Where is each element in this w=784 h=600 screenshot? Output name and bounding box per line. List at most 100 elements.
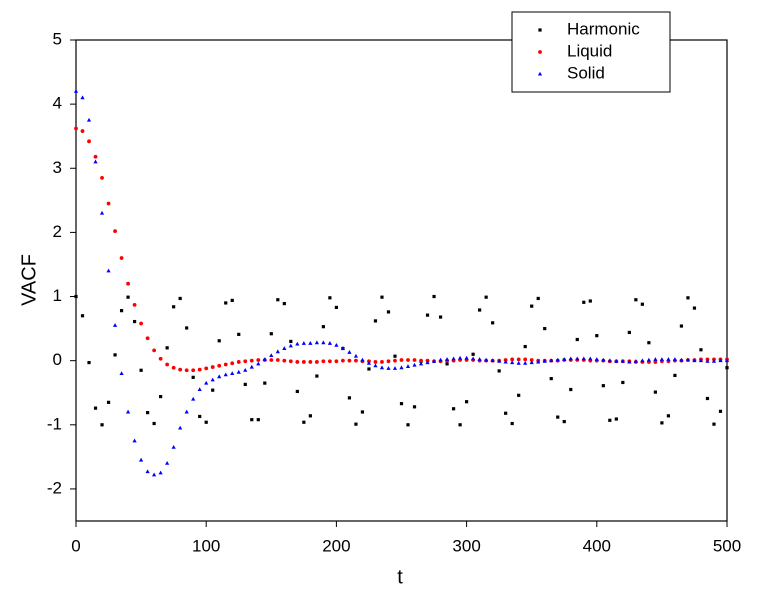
data-point xyxy=(262,357,267,361)
data-point xyxy=(444,357,450,361)
y-tick-label: 2 xyxy=(53,222,62,241)
data-point xyxy=(478,308,482,312)
legend-label: Solid xyxy=(567,63,605,82)
data-point xyxy=(646,357,651,362)
data-point xyxy=(438,357,443,362)
data-point xyxy=(100,423,104,427)
data-point xyxy=(100,175,104,180)
data-point xyxy=(132,302,137,307)
data-point xyxy=(406,358,410,362)
data-point xyxy=(360,357,365,362)
data-point xyxy=(106,201,111,206)
data-point xyxy=(666,357,671,361)
data-point xyxy=(191,396,196,401)
data-point xyxy=(178,425,183,430)
data-point xyxy=(204,380,209,385)
data-point xyxy=(517,393,521,397)
data-point xyxy=(152,348,157,353)
data-point xyxy=(725,366,729,370)
data-point xyxy=(236,360,241,364)
data-point xyxy=(653,357,658,361)
data-point xyxy=(647,341,651,345)
data-point xyxy=(321,359,326,364)
data-point xyxy=(549,377,553,381)
data-point xyxy=(582,300,586,304)
data-point xyxy=(125,409,131,414)
data-point xyxy=(614,359,619,363)
data-point xyxy=(640,358,645,363)
data-point xyxy=(295,360,300,364)
data-point xyxy=(380,360,384,364)
data-point xyxy=(523,344,527,349)
data-point xyxy=(295,389,299,394)
data-point xyxy=(74,126,78,131)
data-point xyxy=(445,362,449,366)
data-point xyxy=(633,359,638,363)
data-point xyxy=(354,422,358,426)
data-point xyxy=(672,357,678,361)
data-point xyxy=(347,396,352,400)
data-point xyxy=(399,358,404,362)
data-point xyxy=(210,377,215,382)
data-point xyxy=(588,356,593,361)
data-point xyxy=(314,340,319,345)
data-point xyxy=(210,365,215,369)
x-axis-label: t xyxy=(397,566,403,588)
data-point xyxy=(516,360,521,365)
data-point xyxy=(516,357,521,362)
x-tick-label: 100 xyxy=(192,536,220,555)
data-point xyxy=(705,396,710,401)
data-point xyxy=(282,358,287,363)
data-point xyxy=(80,314,85,318)
data-point xyxy=(451,407,456,411)
data-point xyxy=(269,332,273,336)
data-point xyxy=(119,371,124,375)
y-tick-label: 1 xyxy=(53,286,62,305)
x-tick-label: 400 xyxy=(583,536,611,555)
data-point xyxy=(712,422,716,426)
data-point xyxy=(126,295,130,299)
y-tick-label: 5 xyxy=(53,29,62,48)
data-point xyxy=(399,365,404,370)
data-point xyxy=(321,325,325,329)
data-point xyxy=(80,129,85,133)
y-tick-label: -2 xyxy=(47,478,62,497)
data-point xyxy=(536,296,540,301)
data-point xyxy=(197,367,202,372)
data-point xyxy=(549,358,554,363)
data-point xyxy=(172,305,176,309)
y-axis-label: VACF xyxy=(18,254,40,306)
data-point xyxy=(367,367,371,371)
data-point xyxy=(93,154,98,159)
data-point xyxy=(327,341,332,345)
data-point xyxy=(243,367,248,372)
data-point xyxy=(152,472,157,477)
data-point xyxy=(263,381,267,385)
data-point xyxy=(132,438,137,443)
data-point xyxy=(152,421,156,426)
data-point xyxy=(679,324,684,328)
data-point xyxy=(419,358,423,363)
data-point xyxy=(692,306,697,310)
data-point xyxy=(366,360,372,365)
data-point xyxy=(360,410,365,414)
data-point xyxy=(451,356,456,361)
data-point xyxy=(386,359,391,364)
x-tick-label: 500 xyxy=(713,536,741,555)
data-point xyxy=(328,296,332,300)
data-point xyxy=(165,346,169,350)
data-point xyxy=(718,409,723,413)
data-point xyxy=(504,411,508,415)
data-point xyxy=(282,301,286,306)
data-point xyxy=(569,387,573,392)
data-point xyxy=(126,281,130,286)
data-point xyxy=(477,357,482,361)
data-point xyxy=(353,353,359,358)
data-point xyxy=(204,366,209,371)
data-point xyxy=(269,353,274,358)
data-point xyxy=(158,356,163,361)
data-point xyxy=(543,327,547,331)
data-point xyxy=(106,268,111,273)
data-point xyxy=(165,460,170,465)
legend-label: Liquid xyxy=(567,41,612,60)
